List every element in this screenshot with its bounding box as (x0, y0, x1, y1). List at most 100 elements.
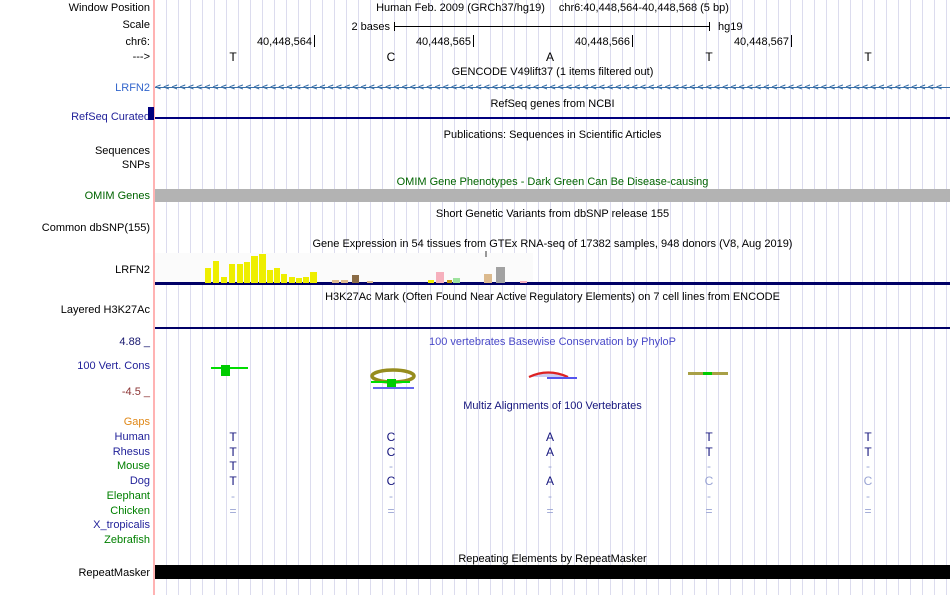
multiz-base-cell[interactable]: T (229, 474, 237, 488)
gtex-expression-bar[interactable] (251, 256, 258, 283)
multiz-base-cell[interactable]: T (864, 430, 872, 444)
multiz-base-cell[interactable]: C (386, 430, 396, 444)
gtex-expression-bar[interactable] (496, 267, 505, 283)
omim-genes-label[interactable]: OMIM Genes (84, 190, 150, 202)
base-position-gridlines (155, 0, 950, 595)
ruler-tick-mark (791, 35, 792, 47)
multiz-base-cell[interactable]: T (229, 445, 237, 459)
multiz-base-cell[interactable]: T (229, 430, 237, 444)
multiz-base-cell[interactable]: T (864, 445, 872, 459)
multiz-species-label-mouse[interactable]: Mouse (116, 460, 150, 472)
gtex-expression-bar[interactable] (213, 261, 219, 283)
ruler-base-letter: C (386, 50, 396, 64)
multiz-base-cell[interactable]: C (704, 474, 714, 488)
gtex-expression-bar[interactable] (436, 272, 444, 283)
gtex-expression-bar[interactable] (244, 262, 250, 283)
gtex-expression-bar[interactable] (221, 277, 227, 283)
ruler-position-label: 40,448,567 (733, 36, 789, 48)
multiz-base-cell[interactable]: - (548, 459, 552, 473)
multiz-base-cell[interactable]: - (389, 459, 393, 473)
multiz-species-label-chicken[interactable]: Chicken (110, 505, 150, 517)
gtex-expression-bar[interactable] (303, 277, 309, 283)
gtex-gene-label[interactable]: LRFN2 (115, 264, 150, 276)
scale-assembly: hg19 (718, 21, 743, 33)
refseq-gene-line[interactable] (155, 117, 950, 119)
multiz-base-cell[interactable]: C (386, 445, 396, 459)
multiz-base-cell[interactable]: = (864, 504, 872, 518)
multiz-species-label-gaps[interactable]: Gaps (123, 416, 150, 428)
gtex-expression-bar[interactable] (267, 270, 273, 283)
refseq-gene-edge-box[interactable] (148, 107, 154, 120)
gtex-expression-bar[interactable] (484, 274, 492, 283)
multiz-base-cell[interactable]: T (705, 430, 713, 444)
multiz-base-cell[interactable]: T (705, 445, 713, 459)
multiz-base-cell[interactable]: - (548, 489, 552, 503)
conservation-track-title: 100 vertebrates Basewise Conservation by… (428, 336, 677, 348)
multiz-base-cell[interactable]: - (866, 489, 870, 503)
gtex-expression-bar[interactable] (352, 275, 359, 283)
refseq-curated-label[interactable]: RefSeq Curated (71, 111, 150, 123)
multiz-species-label-elephant[interactable]: Elephant (106, 490, 150, 502)
ruler-tick-mark (632, 35, 633, 47)
multiz-species-label-zebrafish[interactable]: Zebrafish (104, 534, 150, 546)
multiz-base-cell[interactable]: A (545, 430, 555, 444)
gtex-expression-bar[interactable] (447, 280, 452, 283)
multiz-base-cell[interactable]: A (545, 474, 555, 488)
gtex-plot-panel (155, 253, 533, 283)
publications-sequences-label[interactable]: Sequences (94, 145, 150, 157)
gtex-whisker-tick (485, 251, 487, 257)
ruler-position-label: 40,448,564 (256, 36, 312, 48)
multiz-base-cell[interactable]: - (707, 459, 711, 473)
multiz-base-cell[interactable]: = (546, 504, 554, 518)
h3k27ac-label[interactable]: Layered H3K27Ac (60, 304, 150, 316)
gtex-expression-bar[interactable] (237, 264, 243, 283)
h3k27ac-track-title: H3K27Ac Mark (Often Found Near Active Re… (325, 291, 780, 303)
repeatmasker-bar[interactable] (155, 565, 950, 579)
dbsnp-track-title: Short Genetic Variants from dbSNP releas… (435, 208, 670, 220)
window-position-title: Human Feb. 2009 (GRCh37/hg19) chr6:40,448… (155, 2, 950, 15)
dbsnp-label[interactable]: Common dbSNP(155) (41, 222, 150, 234)
gtex-expression-bar[interactable] (229, 264, 235, 283)
gtex-expression-bar[interactable] (520, 281, 527, 283)
ruler-base-letter: T (864, 50, 872, 64)
multiz-base-cell[interactable]: = (387, 504, 395, 518)
gtex-expression-bar[interactable] (296, 278, 302, 283)
ruler-tick-mark (314, 35, 315, 47)
multiz-base-cell[interactable]: - (231, 489, 235, 503)
multiz-base-cell[interactable]: C (386, 474, 396, 488)
gtex-expression-bar[interactable] (341, 280, 348, 283)
multiz-species-label-human[interactable]: Human (114, 431, 150, 443)
gtex-expression-bar[interactable] (453, 278, 460, 283)
multiz-base-cell[interactable]: A (545, 445, 555, 459)
multiz-base-cell[interactable]: - (866, 459, 870, 473)
gtex-expression-bar[interactable] (332, 280, 339, 283)
gtex-expression-bar[interactable] (367, 281, 373, 283)
gtex-expression-bar[interactable] (428, 280, 434, 283)
chrom-label: chr6: (125, 36, 150, 48)
multiz-base-cell[interactable]: = (705, 504, 713, 518)
gtex-expression-bar[interactable] (289, 277, 295, 283)
gtex-expression-bar[interactable] (281, 274, 287, 283)
multiz-track-title: Multiz Alignments of 100 Vertebrates (463, 400, 642, 412)
omim-track-title: OMIM Gene Phenotypes - Dark Green Can Be… (396, 176, 709, 188)
multiz-base-cell[interactable]: C (863, 474, 873, 488)
multiz-base-cell[interactable]: = (229, 504, 237, 518)
publications-snps-label[interactable]: SNPs (121, 159, 150, 171)
gtex-expression-bar[interactable] (205, 268, 211, 283)
gencode-gene-label[interactable]: LRFN2 (115, 82, 150, 94)
gencode-gene-arrows[interactable]: <<<<<<<<<<<<<<<<<<<<<<<<<<<<<<<<<<<<<<<<… (155, 82, 950, 94)
multiz-base-cell[interactable]: T (229, 459, 237, 473)
refseq-track-title: RefSeq genes from NCBI (490, 98, 615, 110)
conservation-label[interactable]: 100 Vert. Cons (77, 360, 150, 372)
multiz-species-label-x_tropicalis[interactable]: X_tropicalis (93, 519, 150, 531)
multiz-base-cell[interactable]: - (389, 489, 393, 503)
multiz-base-cell[interactable]: - (707, 489, 711, 503)
gtex-expression-bar[interactable] (274, 268, 280, 283)
gtex-expression-bar[interactable] (259, 254, 266, 283)
repeatmasker-label[interactable]: RepeatMasker (78, 567, 150, 579)
multiz-species-label-dog[interactable]: Dog (129, 475, 150, 487)
scale-label: Scale (122, 19, 150, 31)
gtex-expression-bar[interactable] (310, 272, 317, 283)
omim-gene-bar[interactable] (155, 189, 950, 202)
multiz-species-label-rhesus[interactable]: Rhesus (112, 446, 150, 458)
